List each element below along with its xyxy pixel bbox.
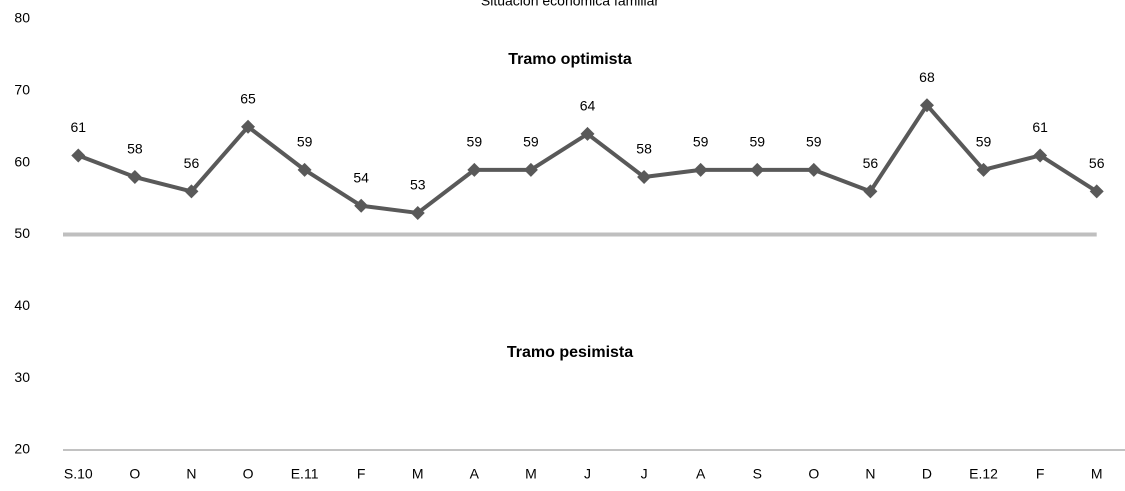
- data-label: 54: [353, 169, 369, 185]
- data-label: 61: [71, 119, 87, 135]
- data-label: 58: [636, 141, 652, 157]
- marker: [523, 162, 538, 177]
- x-tick-label: M: [412, 466, 424, 482]
- data-label: 59: [806, 134, 822, 150]
- data-label: 58: [127, 141, 143, 157]
- x-tick-label: J: [641, 466, 648, 482]
- x-tick-label: D: [922, 466, 932, 482]
- marker: [806, 162, 821, 177]
- x-tick-label: A: [470, 466, 480, 482]
- marker: [863, 184, 878, 199]
- x-tick-label: N: [865, 466, 875, 482]
- x-tick-label: A: [696, 466, 706, 482]
- marker: [637, 170, 652, 185]
- marker: [410, 205, 425, 220]
- x-tick-label: M: [1091, 466, 1103, 482]
- marker: [467, 162, 482, 177]
- marker: [693, 162, 708, 177]
- y-tick-label: 70: [14, 82, 30, 98]
- x-tick-label: F: [1036, 466, 1045, 482]
- x-tick-label: E.11: [291, 466, 319, 482]
- series-line: [77, 103, 1098, 215]
- data-label: 56: [184, 155, 200, 171]
- data-label: 64: [580, 98, 596, 114]
- y-tick-label: 60: [14, 153, 30, 169]
- y-tick-label: 50: [14, 225, 30, 241]
- marker: [750, 162, 765, 177]
- marker: [127, 170, 142, 185]
- data-label: 59: [467, 134, 483, 150]
- marker: [1033, 148, 1048, 163]
- data-label: 61: [1032, 119, 1048, 135]
- x-tick-label: O: [129, 466, 140, 482]
- data-label: 53: [410, 177, 426, 193]
- data-label: 59: [976, 134, 992, 150]
- marker: [297, 162, 312, 177]
- marker: [71, 148, 86, 163]
- y-tick-label: 40: [14, 297, 30, 313]
- y-tick-label: 30: [14, 369, 30, 385]
- x-tick-label: F: [357, 466, 366, 482]
- data-label: 59: [297, 134, 313, 150]
- y-tick-label: 20: [14, 441, 30, 457]
- x-tick-label: J: [584, 466, 591, 482]
- marker: [976, 162, 991, 177]
- data-label: 59: [523, 134, 539, 150]
- data-label: 56: [863, 155, 879, 171]
- marker: [241, 119, 256, 134]
- marker: [919, 98, 934, 113]
- marker: [184, 184, 199, 199]
- data-label: 59: [749, 134, 765, 150]
- marker: [580, 126, 595, 141]
- data-label: 56: [1089, 155, 1105, 171]
- x-tick-label: M: [525, 466, 537, 482]
- data-label: 59: [693, 134, 709, 150]
- data-label: 65: [240, 90, 256, 106]
- data-label: 68: [919, 69, 935, 85]
- marker: [354, 198, 369, 213]
- annotation: Tramo optimista: [508, 51, 632, 68]
- x-tick-label: S: [753, 466, 762, 482]
- annotation: Tramo pesimista: [507, 344, 633, 361]
- y-tick-label: 80: [14, 10, 30, 26]
- x-tick-label: E.12: [969, 466, 998, 482]
- x-tick-label: O: [808, 466, 819, 482]
- x-tick-label: S.10: [64, 466, 93, 482]
- chart-title: Situación económica familiar: [481, 0, 660, 9]
- x-tick-label: O: [243, 466, 254, 482]
- x-tick-label: N: [186, 466, 196, 482]
- marker: [1089, 184, 1104, 199]
